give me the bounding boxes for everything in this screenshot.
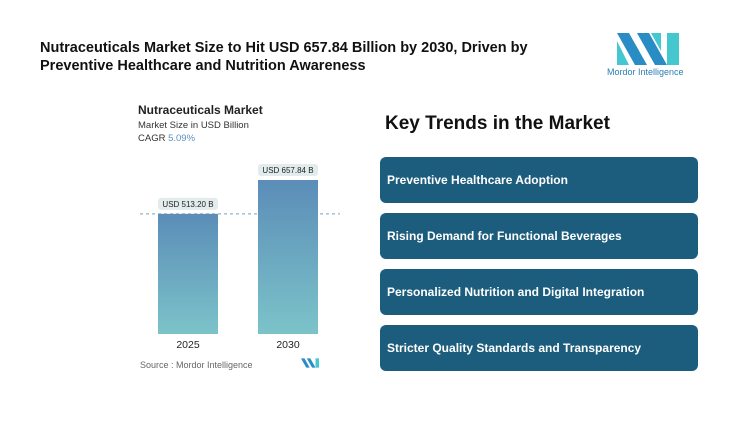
cagr-label: CAGR (138, 133, 166, 144)
trend-item: Preventive Healthcare Adoption (380, 157, 698, 203)
trends-heading: Key Trends in the Market (385, 113, 610, 134)
page-title: Nutraceuticals Market Size to Hit USD 65… (40, 40, 528, 74)
trend-item: Rising Demand for Functional Beverages (380, 213, 698, 259)
chart-subtitle: Market Size in USD Billion (138, 120, 249, 131)
data-label-pill (258, 164, 318, 176)
mordor-small-logo-icon (301, 358, 319, 368)
source-text: Source : Mordor Intelligence (140, 360, 253, 370)
trend-item: Personalized Nutrition and Digital Integ… (380, 269, 698, 315)
x-tick-label: 2025 (176, 339, 200, 351)
cagr: CAGR 5.09% (138, 133, 195, 144)
trend-item: Stricter Quality Standards and Transpare… (380, 325, 698, 371)
data-label: USD 657.84 B (262, 166, 313, 175)
logo-text: Mordor Intelligence (607, 67, 684, 77)
x-tick-label: 2030 (276, 339, 300, 351)
data-label-pill (158, 197, 218, 210)
mordor-logo-icon (617, 33, 679, 65)
bar-2030 (258, 180, 318, 334)
cagr-value: 5.09% (168, 133, 196, 144)
chart-title: Nutraceuticals Market (138, 103, 263, 117)
bar-2025 (158, 213, 218, 334)
data-label: USD 513.20 B (162, 200, 213, 209)
